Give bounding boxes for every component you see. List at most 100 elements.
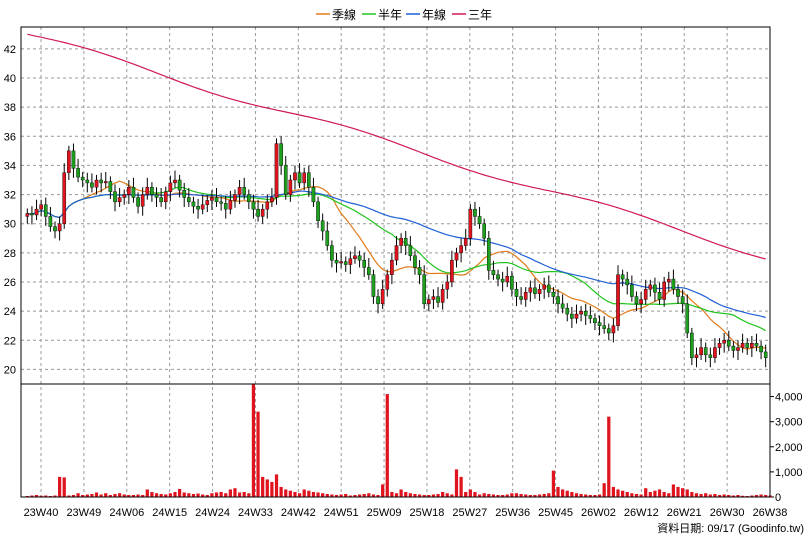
volume-bar (736, 494, 740, 497)
candle-body (357, 255, 362, 261)
volume-bar (394, 493, 399, 497)
candle-body (403, 238, 408, 246)
volume-bar (597, 494, 602, 497)
candle-body (579, 310, 583, 315)
volume-bar (588, 494, 592, 497)
candle-body (307, 172, 311, 188)
candle-body (260, 208, 265, 217)
volume-bar (607, 416, 611, 497)
volume-bar (602, 483, 606, 497)
volume-bar (168, 493, 172, 497)
candle-body (713, 347, 717, 358)
volume-bar (690, 491, 694, 497)
candle-body (639, 299, 643, 305)
candle-body (376, 296, 380, 305)
volume-bar (611, 486, 616, 497)
candle-body (454, 252, 459, 261)
candle-body (468, 208, 473, 239)
candle-body (339, 261, 343, 264)
volume-bar (371, 494, 376, 497)
candle-body (680, 296, 685, 305)
volume-bar (330, 494, 334, 497)
candle-body (182, 189, 187, 198)
volume-bar (122, 494, 126, 497)
candle-body (39, 204, 43, 210)
candle-body (57, 223, 62, 232)
price-axis: 20 22 24 26 28 30 32 34 36 38 40 42 (4, 44, 16, 377)
volume-bar (136, 494, 140, 497)
volume-bar (62, 477, 66, 497)
candle-body (145, 187, 150, 195)
volume-bar (454, 469, 459, 497)
volume-bar (667, 493, 671, 497)
volume-bar (39, 495, 43, 497)
volume-bar (436, 493, 440, 497)
candle-body (140, 194, 145, 207)
x-tick-label: 24W06 (109, 507, 144, 519)
x-tick-label: 25W36 (495, 507, 530, 519)
volume-bar (164, 494, 168, 497)
volume-bar (270, 481, 274, 497)
candle-body (150, 187, 154, 195)
candle-body (759, 345, 763, 353)
candle-body (168, 182, 173, 192)
candle-body (551, 292, 556, 297)
volume-bar (464, 491, 468, 497)
volume-bar (482, 493, 486, 497)
candle-body (320, 220, 325, 232)
volume-bar (307, 490, 311, 497)
volume-bar (468, 489, 472, 497)
candle-body (191, 201, 196, 207)
candle-body (293, 172, 297, 181)
candle-body (662, 281, 666, 300)
volume-bar (653, 490, 657, 497)
candle-body (85, 179, 90, 184)
volume-tick-label: 0 (775, 492, 781, 504)
volume-bar (754, 494, 759, 497)
candle-body (113, 191, 117, 203)
volume-bar (334, 494, 339, 497)
volume-bar (551, 470, 556, 497)
candle-body (136, 197, 140, 207)
volume-bar (348, 495, 352, 497)
price-tick-label: 32 (4, 190, 16, 202)
volume-bar (30, 495, 34, 497)
candle-body (103, 181, 108, 184)
price-tick-label: 38 (4, 102, 16, 114)
volume-axis: 0 1,000 2,000 3,000 4,000 (770, 392, 803, 504)
volume-bar (251, 384, 256, 497)
candle-body (247, 194, 251, 203)
volume-bar (491, 494, 496, 497)
candle-body (542, 284, 546, 290)
volume-bar (385, 394, 389, 497)
x-tick-label: 26W38 (753, 507, 788, 519)
volume-bar (247, 493, 251, 497)
candle-body (763, 351, 768, 358)
volume-bar (547, 493, 551, 497)
volume-bar (450, 494, 454, 497)
candle-body (25, 213, 30, 217)
candle-body (163, 191, 168, 203)
candle-body (648, 284, 653, 290)
candle-body (500, 278, 505, 283)
volume-bar (81, 494, 85, 497)
volume-bar (537, 494, 542, 497)
volume-bar (708, 494, 712, 497)
price-tick-label: 24 (4, 306, 16, 318)
candle-body (731, 345, 736, 351)
volume-bar (662, 491, 666, 497)
candle-body (740, 343, 745, 348)
volume-bar (676, 486, 680, 497)
candle-body (699, 347, 703, 356)
candle-body (237, 187, 242, 195)
candle-body (505, 275, 510, 283)
volume-bar (694, 493, 699, 497)
price-tick-label: 28 (4, 248, 16, 260)
price-tick-label: 40 (4, 73, 16, 85)
volume-bar (528, 494, 532, 497)
volume-bar (150, 491, 154, 497)
volume-bar (621, 490, 625, 497)
candle-body (413, 255, 417, 268)
volume-bar (141, 494, 145, 497)
candle-body (643, 289, 648, 300)
